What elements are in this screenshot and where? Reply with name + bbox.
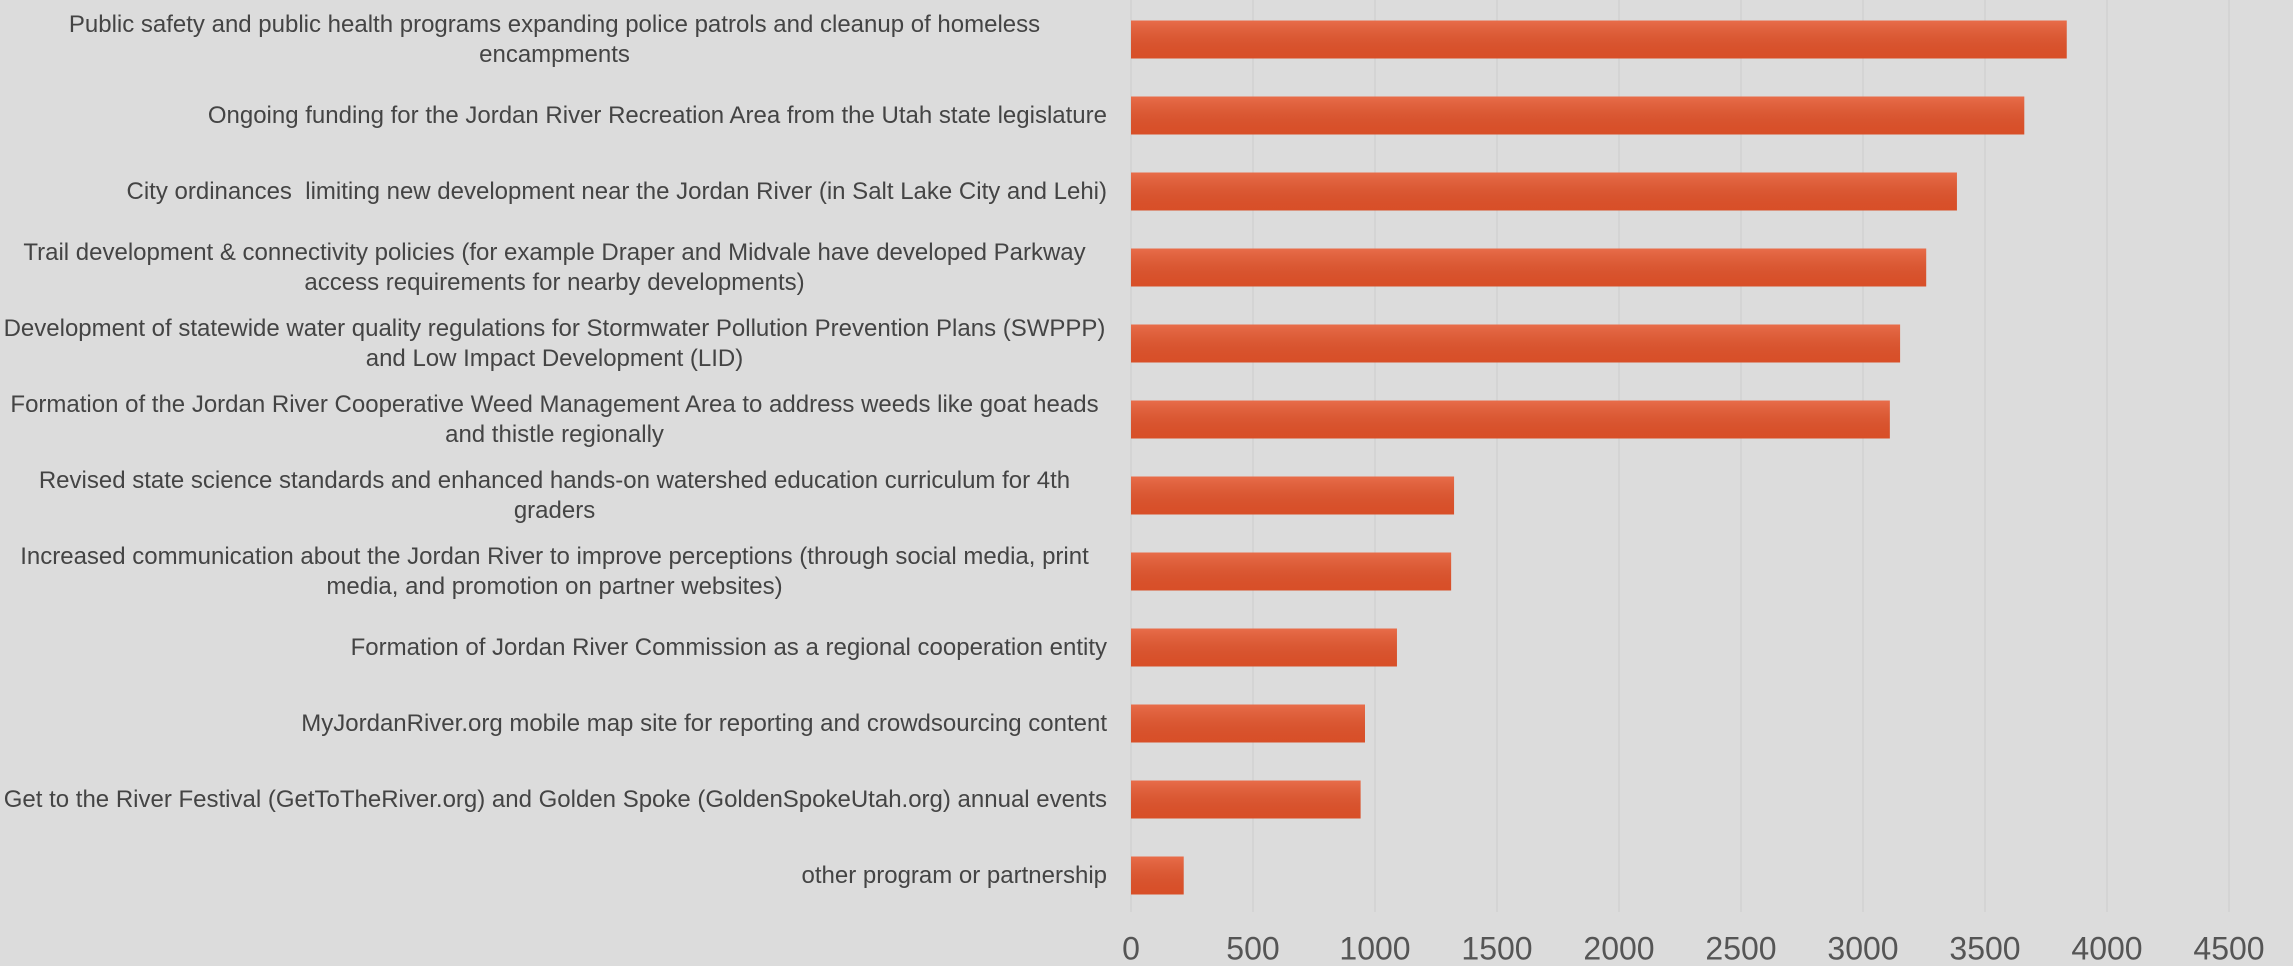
x-tick-label: 4500 bbox=[2193, 930, 2264, 966]
y-tick-label: Increased communication about the Jordan… bbox=[20, 542, 1096, 600]
x-tick-label: 2000 bbox=[1583, 930, 1654, 966]
y-tick-label-box: Formation of the Jordan River Cooperativ… bbox=[0, 382, 1107, 458]
y-tick-label-box: Trail development & connectivity policie… bbox=[0, 230, 1107, 306]
y-tick-label: other program or partnership bbox=[801, 861, 1107, 889]
x-tick-label: 3000 bbox=[1827, 930, 1898, 966]
bar-shade bbox=[1131, 400, 1890, 439]
x-tick-label: 3500 bbox=[1949, 930, 2020, 966]
y-tick-label: Get to the River Festival (GetToTheRiver… bbox=[3, 785, 1107, 813]
bar-shade bbox=[1131, 96, 2025, 135]
x-tick-label: 500 bbox=[1226, 930, 1279, 966]
y-tick-label-box: Formation of Jordan River Commission as … bbox=[0, 610, 1107, 686]
y-tick-label-box: Revised state science standards and enha… bbox=[0, 458, 1107, 534]
y-tick-label-box: Get to the River Festival (GetToTheRiver… bbox=[0, 762, 1107, 838]
bar-shade bbox=[1131, 552, 1452, 591]
bar-shade bbox=[1131, 704, 1365, 743]
y-tick-label: MyJordanRiver.org mobile map site for re… bbox=[301, 709, 1107, 737]
bar-shade bbox=[1131, 856, 1184, 895]
y-tick-label: City ordinances limiting new development… bbox=[126, 177, 1108, 205]
y-tick-label-box: other program or partnership bbox=[0, 838, 1107, 914]
y-tick-label-box: MyJordanRiver.org mobile map site for re… bbox=[0, 686, 1107, 762]
x-tick-label: 1000 bbox=[1339, 930, 1410, 966]
x-tick-label: 2500 bbox=[1705, 930, 1776, 966]
y-tick-label-box: Development of statewide water quality r… bbox=[0, 306, 1107, 382]
y-tick-label-box: Ongoing funding for the Jordan River Rec… bbox=[0, 78, 1107, 154]
y-tick-label: Development of statewide water quality r… bbox=[3, 314, 1113, 372]
bar-shade bbox=[1131, 476, 1455, 515]
y-tick-label: Formation of the Jordan River Cooperativ… bbox=[10, 390, 1106, 448]
y-tick-label: Revised state science standards and enha… bbox=[38, 466, 1077, 524]
bar-shade bbox=[1131, 780, 1361, 819]
y-tick-label: Formation of Jordan River Commission as … bbox=[350, 633, 1107, 661]
y-tick-label: Trail development & connectivity policie… bbox=[23, 238, 1093, 296]
bar-shade bbox=[1131, 248, 1927, 287]
x-tick-label: 4000 bbox=[2071, 930, 2142, 966]
bar-shade bbox=[1131, 628, 1397, 667]
bar-shade bbox=[1131, 20, 2067, 59]
y-tick-label: Ongoing funding for the Jordan River Rec… bbox=[207, 101, 1107, 129]
y-tick-label: Public safety and public health programs… bbox=[68, 10, 1047, 68]
bar-shade bbox=[1131, 172, 1957, 211]
x-tick-label: 0 bbox=[1122, 930, 1140, 966]
y-tick-label-box: Increased communication about the Jordan… bbox=[0, 534, 1107, 610]
y-tick-label-box: Public safety and public health programs… bbox=[0, 2, 1107, 78]
x-tick-label: 1500 bbox=[1461, 930, 1532, 966]
y-tick-label-box: City ordinances limiting new development… bbox=[0, 154, 1108, 230]
bar-shade bbox=[1131, 324, 1901, 363]
